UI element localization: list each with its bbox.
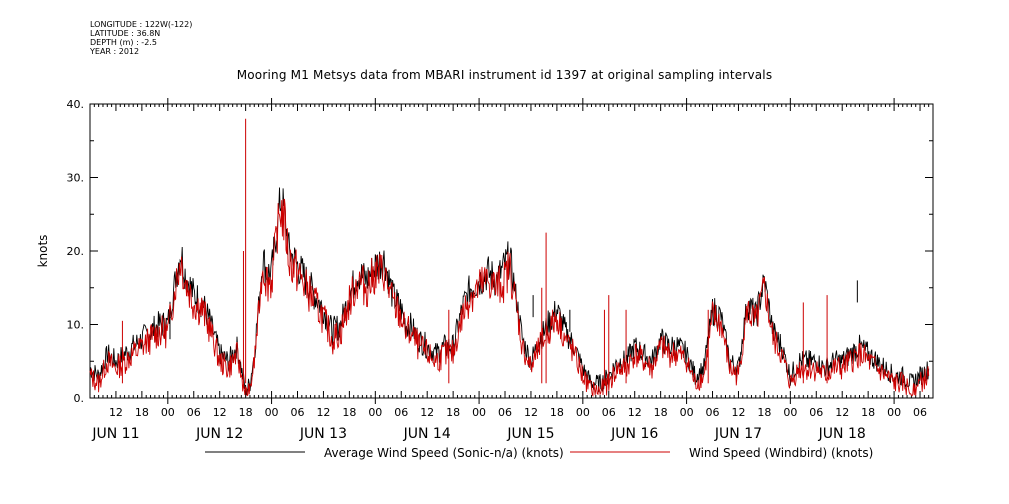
x-hour-label: 12 [316,406,330,419]
axes-layer: 0. 10. 20. 30. 40. knots 12 18 00 06 12 18 00 06 12 18 0… [36,98,934,442]
x-day-label: JUN 11 [91,426,139,442]
y-axis-label: knots [36,235,50,268]
x-hour-label: 06 [706,406,720,419]
x-hour-label: 00 [472,406,486,419]
legend: Average Wind Speed (Sonic-n/a) (knots) W… [205,446,873,460]
x-day-label: JUN 17 [714,426,762,442]
x-hour-label: 12 [109,406,123,419]
metadata-block: LONGITUDE : 122W(-122) LATITUDE : 36.8N … [90,20,192,56]
y-tick-label: 40. [67,98,85,111]
series-line-windbird [89,198,930,398]
y-tick-label: 0. [74,392,85,405]
x-hour-label: 06 [809,406,823,419]
x-hour-label: 00 [576,406,590,419]
x-hour-label: 18 [446,406,460,419]
longitude-label: LONGITUDE : 122W(-122) [90,20,193,29]
x-hour-label: 00 [887,406,901,419]
x-hour-label: 00 [368,406,382,419]
y-tick-label: 30. [67,172,85,185]
x-hour-label: 12 [835,406,849,419]
chart-title: Mooring M1 Metsys data from MBARI instru… [236,68,773,82]
y-tick-label: 20. [67,245,85,258]
series-line-sonic [89,187,930,396]
x-hour-label: 12 [628,406,642,419]
x-hour-label: 00 [161,406,175,419]
x-hour-label: 12 [420,406,434,419]
x-hour-label: 06 [291,406,305,419]
x-hour-label: 18 [342,406,356,419]
legend-label-windbird: Wind Speed (Windbird) (knots) [689,446,873,460]
x-day-label: JUN 16 [610,426,658,442]
x-hour-label: 12 [731,406,745,419]
x-hour-label: 12 [524,406,538,419]
series-layer [89,118,930,398]
y-tick-label: 10. [67,319,85,332]
x-day-label: JUN 13 [299,426,347,442]
x-hour-label: 06 [602,406,616,419]
x-hour-label: 06 [394,406,408,419]
x-hour-label: 18 [861,406,875,419]
x-hour-label: 00 [680,406,694,419]
x-hour-label: 06 [498,406,512,419]
x-hour-label: 18 [239,406,253,419]
x-hour-label: 18 [135,406,149,419]
x-hour-label: 06 [187,406,201,419]
x-hour-label: 18 [654,406,668,419]
x-day-label: JUN 18 [818,426,866,442]
x-day-label: JUN 14 [403,426,451,442]
legend-label-sonic: Average Wind Speed (Sonic-n/a) (knots) [324,446,564,460]
x-day-label: JUN 12 [195,426,243,442]
x-day-label: JUN 15 [506,426,554,442]
x-hour-label: 06 [913,406,927,419]
x-hour-label: 12 [213,406,227,419]
depth-label: DEPTH (m) : -2.5 [90,38,157,47]
x-hour-label: 18 [757,406,771,419]
year-label: YEAR : 2012 [90,47,140,56]
latitude-label: LATITUDE : 36.8N [90,29,161,38]
x-hour-label: 00 [265,406,279,419]
x-hour-label: 18 [550,406,564,419]
x-hour-label: 00 [783,406,797,419]
